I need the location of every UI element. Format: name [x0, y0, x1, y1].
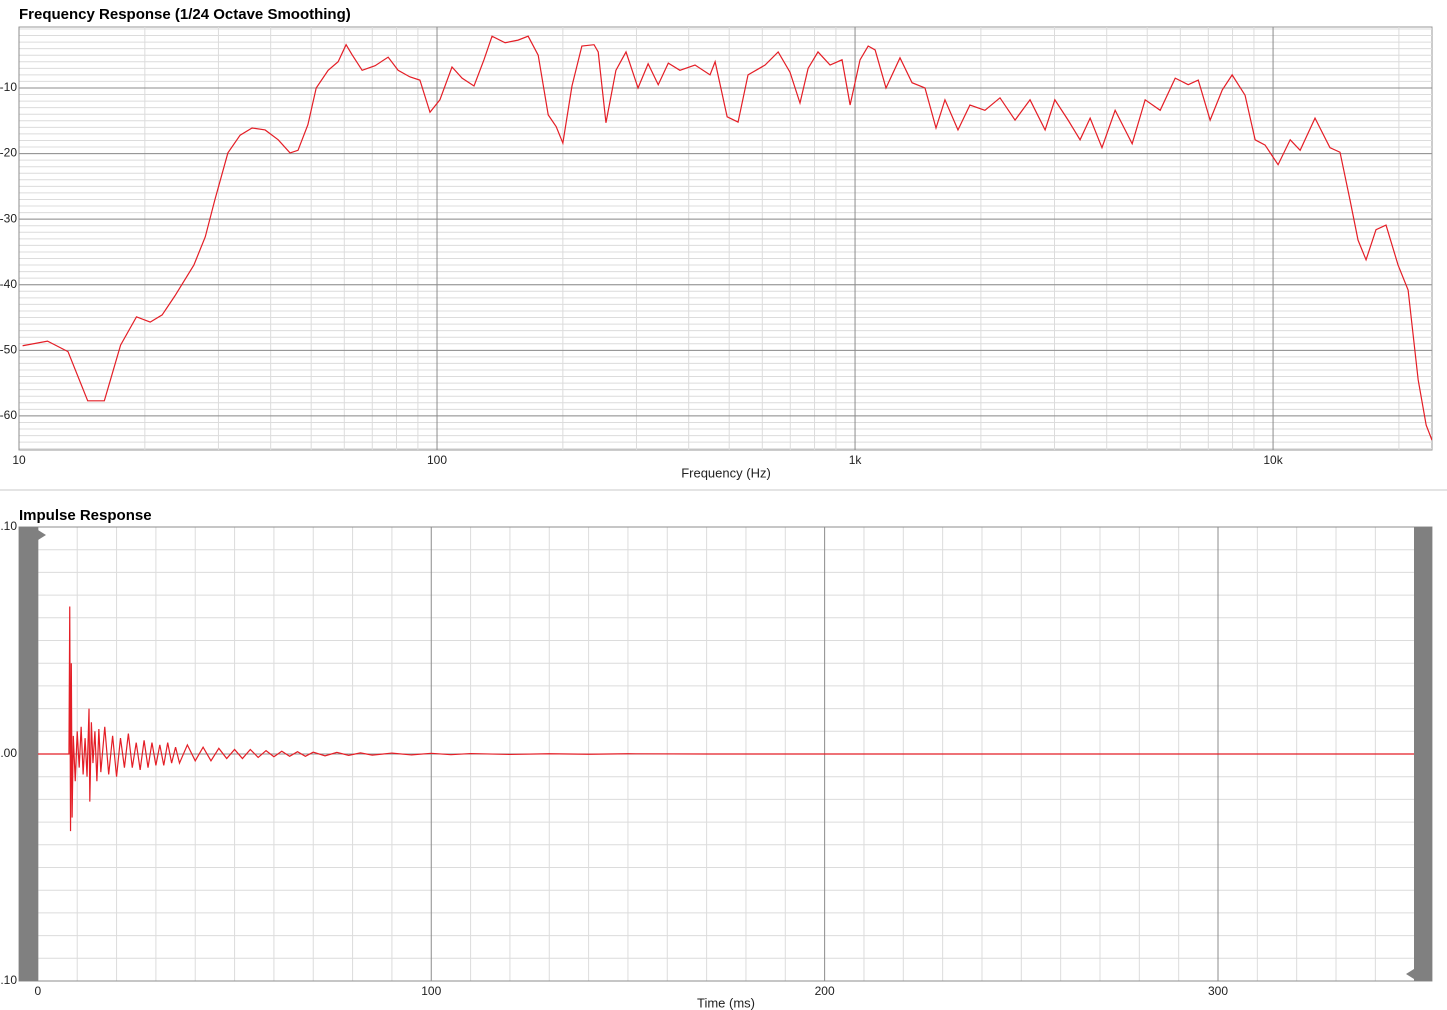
y-tick-label: .00 [0, 746, 17, 760]
x-tick-label: 10 [12, 453, 26, 467]
window-handle [1406, 969, 1414, 979]
chart-title: Impulse Response [19, 507, 152, 524]
x-tick-label: 200 [815, 984, 835, 998]
window-marker [19, 527, 38, 981]
y-tick-label: .10 [0, 973, 17, 987]
y-tick-label: -20 [0, 146, 17, 160]
x-axis-title: Time (ms) [697, 995, 755, 1010]
window-handle [38, 530, 46, 540]
x-tick-label: 100 [427, 453, 447, 467]
x-axis-title: Frequency (Hz) [681, 465, 771, 480]
y-tick-label: -50 [0, 342, 17, 356]
x-tick-label: 10k [1263, 453, 1283, 467]
x-tick-label: 100 [421, 984, 441, 998]
y-tick-label: -30 [0, 211, 17, 225]
window-marker [1414, 527, 1432, 981]
x-tick-label: 300 [1208, 984, 1228, 998]
y-tick-label: -60 [0, 408, 17, 422]
y-tick-label: -10 [0, 80, 17, 94]
response-line [22, 35, 1432, 441]
x-tick-label: 1k [849, 453, 863, 467]
chart-title: Frequency Response (1/24 Octave Smoothin… [19, 6, 351, 23]
y-tick-label: .10 [0, 519, 17, 533]
x-tick-label: 0 [35, 984, 42, 998]
y-tick-label: -40 [0, 277, 17, 291]
response-line [37, 606, 1431, 832]
